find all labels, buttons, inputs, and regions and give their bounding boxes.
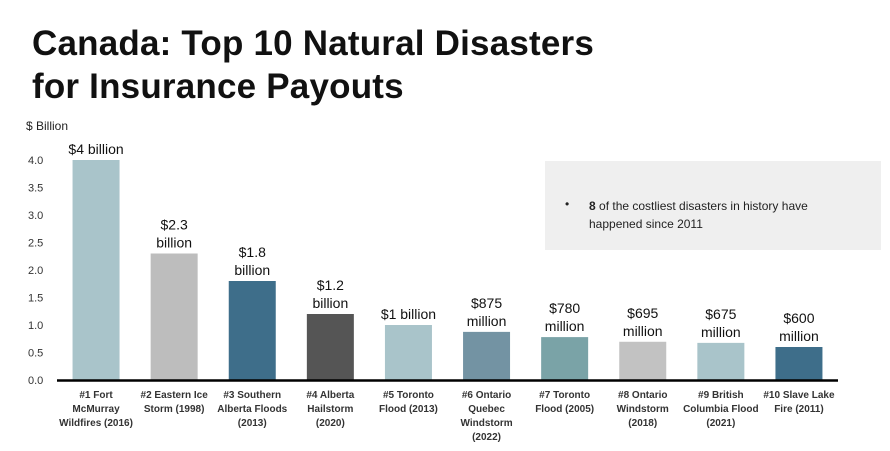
- bar: [306, 314, 354, 380]
- y-axis-label: $ Billion: [26, 119, 69, 133]
- y-tick-label: 4.0: [28, 155, 43, 167]
- insight-callout: • 8 of the costliest disasters in histor…: [545, 161, 881, 250]
- x-tick-label: (2020): [316, 418, 345, 429]
- data-label: billion: [156, 235, 192, 251]
- data-label: $1.2: [317, 277, 344, 293]
- x-tick-label: Hailstorm: [307, 404, 353, 415]
- data-label: million: [623, 323, 663, 339]
- x-tick-label: Flood (2013): [379, 404, 438, 415]
- y-tick-label: 3.0: [28, 210, 43, 222]
- data-label: $4 billion: [68, 141, 123, 157]
- x-tick-label: Alberta Floods: [217, 404, 287, 415]
- x-tick-label: (2013): [238, 418, 267, 429]
- x-tick-label: #3 Southern: [223, 390, 281, 401]
- x-tick-label: Flood (2005): [535, 404, 594, 415]
- bar: [228, 281, 276, 380]
- chart-title: Canada: Top 10 Natural Disasters for Ins…: [32, 22, 594, 108]
- x-tick-label: #4 Alberta: [306, 390, 354, 401]
- x-tick-label: Windstorm: [617, 404, 669, 415]
- data-label: billion: [312, 295, 348, 311]
- callout-text: 8 of the costliest disasters in history …: [589, 197, 859, 233]
- x-tick-label: (2018): [628, 418, 657, 429]
- data-label: billion: [234, 262, 270, 278]
- x-tick-label: (2022): [472, 432, 501, 443]
- x-tick-label: #7 Toronto: [539, 390, 590, 401]
- x-tick-label: (2021): [706, 418, 735, 429]
- data-label: million: [467, 313, 507, 329]
- y-tick-label: 2.0: [28, 265, 43, 277]
- data-label: $1.8: [239, 244, 266, 260]
- callout-body: of the costliest disasters in history ha…: [589, 199, 808, 231]
- data-label: $675: [705, 306, 736, 322]
- bar: [619, 341, 667, 380]
- x-tick-label: #10 Slave Lake: [763, 390, 835, 401]
- x-tick-label: Quebec: [468, 404, 505, 415]
- bar: [72, 160, 120, 380]
- callout-highlight-number: 8: [589, 199, 596, 213]
- x-tick-label: #6 Ontario: [462, 390, 511, 401]
- y-tick-label: 0.0: [28, 375, 43, 387]
- x-tick-label: Windstorm: [460, 418, 512, 429]
- bar: [775, 347, 823, 380]
- x-tick-label: Storm (1998): [144, 404, 205, 415]
- y-tick-label: 2.5: [28, 238, 43, 250]
- x-tick-label: Columbia Flood: [683, 404, 759, 415]
- x-tick-label: #5 Toronto: [383, 390, 434, 401]
- x-tick-label: McMurray: [72, 404, 120, 415]
- data-label: $780: [549, 300, 580, 316]
- data-label: million: [701, 324, 741, 340]
- data-label: $695: [627, 305, 658, 321]
- x-tick-label: #2 Eastern Ice: [141, 390, 209, 401]
- x-tick-label: #1 Fort: [79, 390, 113, 401]
- data-label: million: [779, 328, 819, 344]
- y-tick-label: 0.5: [28, 348, 43, 360]
- bar: [463, 331, 511, 380]
- callout-bullet: •: [565, 197, 570, 211]
- data-label: $2.3: [161, 217, 188, 233]
- x-tick-label: #8 Ontario: [618, 390, 667, 401]
- data-label: million: [545, 318, 585, 334]
- bar: [697, 342, 745, 380]
- bar: [384, 325, 432, 380]
- data-label: $600: [783, 310, 814, 326]
- chart-title-line-2: for Insurance Payouts: [32, 67, 404, 106]
- x-tick-label: Wildfires (2016): [59, 418, 133, 429]
- y-tick-label: 1.5: [28, 293, 43, 305]
- data-label: $1 billion: [381, 306, 436, 322]
- bar: [541, 337, 589, 380]
- data-label: $875: [471, 295, 502, 311]
- x-tick-label: Fire (2011): [774, 404, 823, 415]
- bar: [150, 253, 198, 380]
- x-tick-label: #9 British: [698, 390, 744, 401]
- chart-title-line-1: Canada: Top 10 Natural Disasters: [32, 24, 595, 63]
- y-tick-label: 3.5: [28, 183, 43, 195]
- y-tick-label: 1.0: [28, 320, 43, 332]
